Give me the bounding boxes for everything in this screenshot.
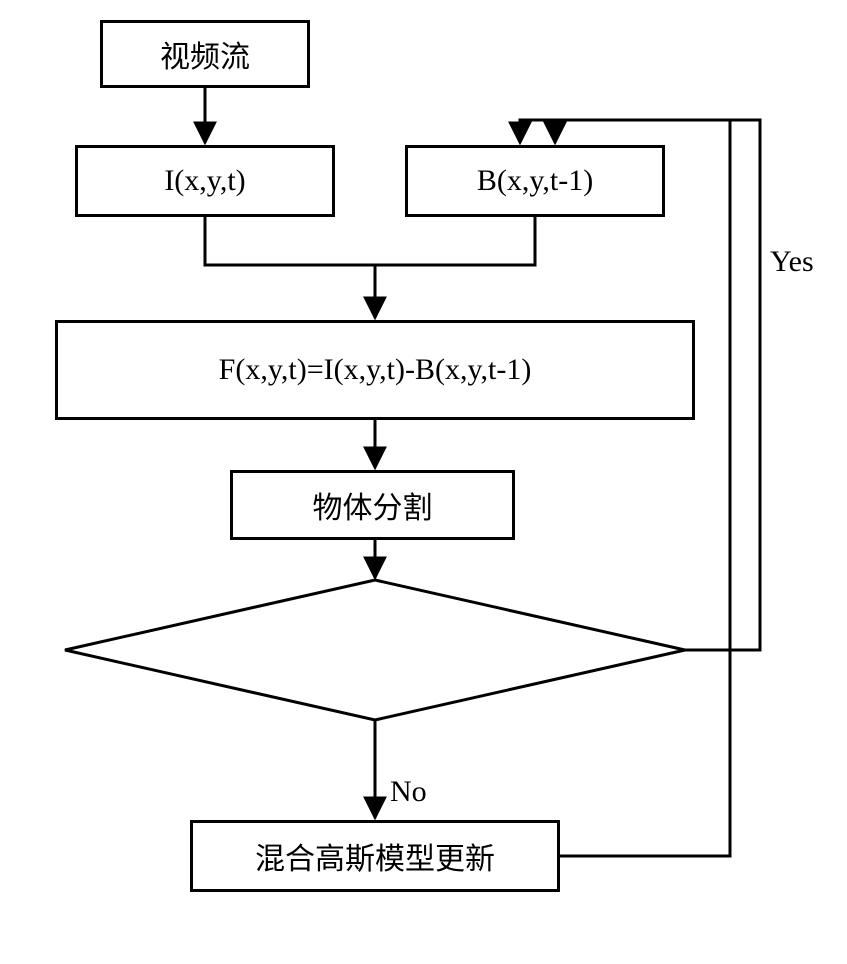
edge-label-yes: Yes [770, 245, 814, 279]
node-gmm: 混合高斯模型更新 [190, 820, 560, 892]
node-segment: 物体分割 [230, 470, 515, 540]
node-f-label: F(x,y,t)=I(x,y,t)-B(x,y,t-1) [219, 353, 532, 387]
node-i: I(x,y,t) [75, 145, 335, 217]
node-video-stream: 视频流 [100, 20, 310, 88]
node-decision-label: I(x,y,t)∈物体区域？ [0, 634, 750, 678]
edge-label-no: No [390, 775, 427, 809]
edge-i-merge [205, 217, 375, 265]
node-i-label: I(x,y,t) [164, 164, 245, 198]
node-gmm-label: 混合高斯模型更新 [255, 834, 495, 878]
edge-b-merge [375, 217, 535, 265]
node-segment-label: 物体分割 [313, 483, 433, 527]
node-video-stream-label: 视频流 [160, 32, 250, 76]
node-b: B(x,y,t-1) [405, 145, 665, 217]
edge-gmm-b [520, 120, 730, 856]
node-f: F(x,y,t)=I(x,y,t)-B(x,y,t-1) [55, 320, 695, 420]
node-b-label: B(x,y,t-1) [477, 164, 593, 198]
